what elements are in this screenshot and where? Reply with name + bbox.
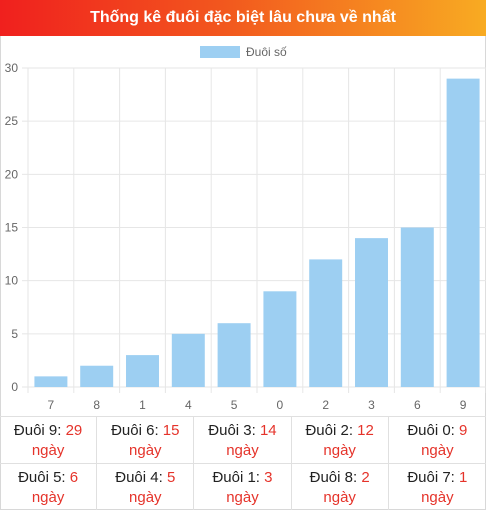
stat-label: Đuôi 6: xyxy=(111,422,163,439)
stat-unit: ngày xyxy=(323,489,356,506)
stat-label: Đuôi 9: xyxy=(13,422,66,439)
y-tick-label: 0 xyxy=(11,380,18,394)
stat-cell: Đuôi 0: 9 ngày xyxy=(389,417,486,463)
y-tick-label: 30 xyxy=(5,61,19,75)
stat-value: 15 xyxy=(162,422,180,439)
stat-value: 9 xyxy=(459,422,468,439)
bar-chart: Đuôi số 0 5 10 15 20 25 30 7 8 1 4 5 0 2 3 6 9 xyxy=(0,36,486,416)
stat-cell: Đuôi 7: 1 ngày xyxy=(389,464,486,510)
stat-unit: ngày xyxy=(129,489,162,506)
stat-cell: Đuôi 5: 6 ngày xyxy=(0,464,98,510)
x-tick-label: 1 xyxy=(139,398,146,412)
stat-label: Đuôi 8: xyxy=(309,469,362,486)
x-tick-label: 8 xyxy=(93,398,100,412)
stat-cell: Đuôi 9: 29 ngày xyxy=(0,417,98,463)
stat-line: Đuôi 2: 12 xyxy=(292,421,388,441)
x-tick-label: 5 xyxy=(231,398,238,412)
stat-value: 5 xyxy=(166,469,176,486)
stat-value: 1 xyxy=(459,469,468,486)
stat-value: 6 xyxy=(69,469,79,486)
stats-row: Đuôi 9: 29 ngày Đuôi 6: 15 ngày Đuôi 3: 14 ng… xyxy=(0,416,486,463)
bar xyxy=(400,227,434,387)
stat-value: 2 xyxy=(361,469,370,486)
stat-value: 29 xyxy=(65,422,83,439)
x-tick-label: 3 xyxy=(368,398,375,412)
stat-label: Đuôi 7: xyxy=(407,469,460,486)
y-tick-label: 5 xyxy=(11,327,18,341)
page-title: Thống kê đuôi đặc biệt lâu chưa về nhất xyxy=(0,0,486,36)
stat-line: Đuôi 0: 9 xyxy=(389,421,486,441)
stat-label: Đuôi 4: xyxy=(115,469,167,486)
stat-line: Đuôi 6: 15 xyxy=(97,421,193,441)
stat-cell: Đuôi 6: 15 ngày xyxy=(97,417,195,463)
stat-line: Đuôi 9: 29 xyxy=(0,421,96,441)
bar xyxy=(263,291,297,387)
legend-label: Đuôi số xyxy=(246,45,287,59)
x-tick-label: 6 xyxy=(414,398,421,412)
stats-row: Đuôi 5: 6 ngày Đuôi 4: 5 ngày Đuôi 1: 3 ngày Đ… xyxy=(0,463,486,510)
stat-unit: ngày xyxy=(226,442,259,459)
stat-line: Đuôi 4: 5 xyxy=(97,468,193,488)
stat-unit: ngày xyxy=(31,489,65,506)
stat-label: Đuôi 1: xyxy=(212,469,265,486)
x-tick-label: 9 xyxy=(460,398,467,412)
bar xyxy=(309,259,343,387)
stats-table: Đuôi 9: 29 ngày Đuôi 6: 15 ngày Đuôi 3: 14 ng… xyxy=(0,416,486,510)
bar xyxy=(80,365,114,387)
stat-unit: ngày xyxy=(421,442,454,459)
y-tick-label: 25 xyxy=(5,114,19,128)
stat-label: Đuôi 2: xyxy=(305,422,358,439)
stat-line: Đuôi 7: 1 xyxy=(389,468,486,488)
bar xyxy=(34,376,68,387)
x-tick-label: 4 xyxy=(185,398,192,412)
bar xyxy=(355,238,388,387)
x-tick-label: 7 xyxy=(48,398,55,412)
y-tick-label: 20 xyxy=(5,167,19,181)
stat-label: Đuôi 0: xyxy=(407,422,460,439)
bar xyxy=(126,355,159,387)
stat-cell: Đuôi 4: 5 ngày xyxy=(97,464,195,510)
bar xyxy=(171,333,205,387)
stat-unit: ngày xyxy=(421,489,454,506)
x-tick-label: 0 xyxy=(277,398,284,412)
stat-value: 14 xyxy=(259,422,277,439)
bar-chart-svg: Đuôi số 0 5 10 15 20 25 30 7 8 1 4 5 0 2 3 6 9 xyxy=(5,45,486,412)
stat-line: Đuôi 3: 14 xyxy=(194,421,290,441)
stat-unit: ngày xyxy=(31,442,65,459)
stat-cell: Đuôi 8: 2 ngày xyxy=(292,464,389,510)
stat-line: Đuôi 5: 6 xyxy=(0,468,96,488)
bar xyxy=(446,78,480,387)
y-tick-label: 15 xyxy=(5,221,19,235)
stat-line: Đuôi 8: 2 xyxy=(292,468,388,488)
stat-unit: ngày xyxy=(323,442,356,459)
stat-label: Đuôi 5: xyxy=(18,469,70,486)
y-tick-label: 10 xyxy=(5,274,19,288)
stat-cell: Đuôi 3: 14 ngày xyxy=(194,417,292,463)
stat-label: Đuôi 3: xyxy=(208,422,260,439)
stat-cell: Đuôi 2: 12 ngày xyxy=(292,417,389,463)
stat-value: 3 xyxy=(264,469,273,486)
stat-unit: ngày xyxy=(129,442,162,459)
stat-line: Đuôi 1: 3 xyxy=(194,468,290,488)
bar xyxy=(217,323,251,387)
legend-swatch xyxy=(200,46,240,58)
page-title-text: Thống kê đuôi đặc biệt lâu chưa về nhất xyxy=(90,9,396,26)
stat-cell: Đuôi 1: 3 ngày xyxy=(194,464,292,510)
x-tick-label: 2 xyxy=(322,398,329,412)
stat-unit: ngày xyxy=(226,489,259,506)
stat-value: 12 xyxy=(357,422,374,439)
